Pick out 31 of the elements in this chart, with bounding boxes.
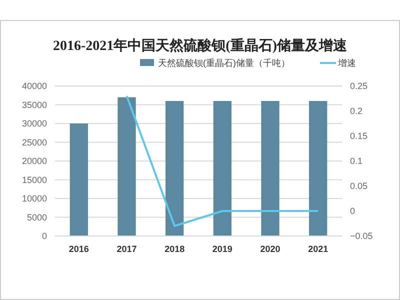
y-tick-label: 20000 xyxy=(22,156,47,166)
bar xyxy=(70,124,88,236)
y-tick-label: 0 xyxy=(42,231,47,241)
y-tick-label: 30000 xyxy=(22,118,47,128)
y-tick-label: 35000 xyxy=(22,100,47,110)
y2-tick-label: 0.15 xyxy=(350,131,368,141)
y-tick-label: 5000 xyxy=(26,212,47,222)
x-tick-label: 2018 xyxy=(164,244,185,254)
y2-tick-label: 0.2 xyxy=(350,106,363,116)
y-tick-label: 25000 xyxy=(22,137,47,148)
bar xyxy=(118,97,136,236)
bar xyxy=(213,101,232,236)
chart-title: 2016-2021年中国天然硫酸钡(重晶石)储量及增速 xyxy=(53,37,348,54)
y2-tick-label: 0.05 xyxy=(350,181,368,191)
legend-label: 天然硫酸钡(重晶石)储量（千吨） xyxy=(158,58,290,68)
legend-label: 增速 xyxy=(337,58,356,68)
x-tick-label: 2020 xyxy=(260,244,280,254)
y2-tick-label: 0.1 xyxy=(350,156,363,166)
x-tick-label: 2017 xyxy=(116,244,137,254)
x-tick-label: 2019 xyxy=(212,244,232,254)
bar xyxy=(308,101,328,236)
y-tick-label: 15000 xyxy=(22,174,47,185)
x-tick-label: 2016 xyxy=(68,244,89,254)
x-tick-label: 2021 xyxy=(308,244,328,254)
y-tick-label: 40000 xyxy=(22,81,47,91)
bar xyxy=(261,101,280,236)
y2-tick-label: 0 xyxy=(350,206,356,216)
bar xyxy=(165,101,184,236)
y2-tick-label: 0.25 xyxy=(350,81,368,91)
y-tick-label: 10000 xyxy=(22,194,47,204)
y2-tick-label: −0.05 xyxy=(350,231,373,241)
